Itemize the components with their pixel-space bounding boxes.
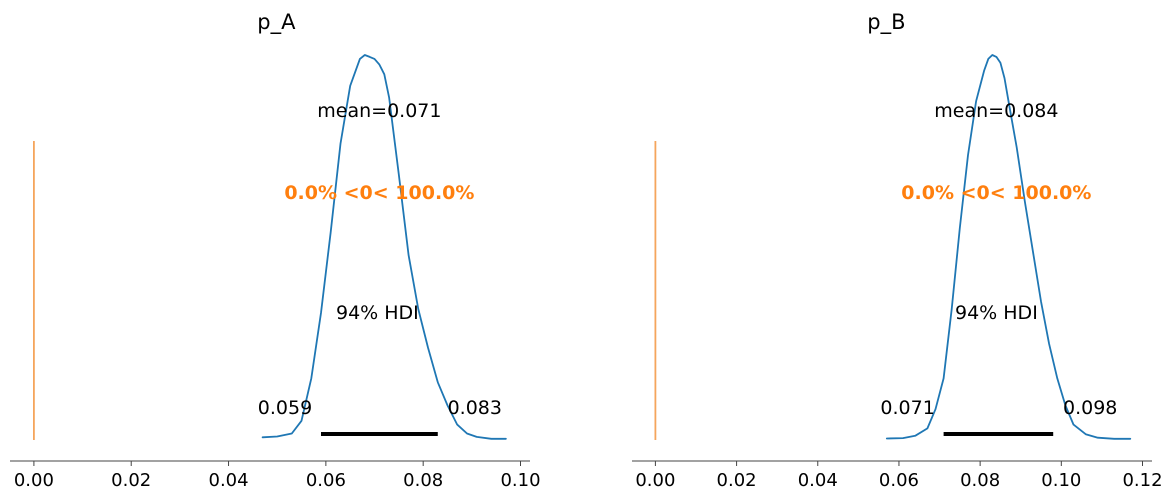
posterior-panel-1: p_A 0.00 0.02 0.04 0.06 0.08 0.10 mean=0.071 0.0… [10,10,541,491]
x-tick-label: 0.00 [14,470,54,491]
density-curve [261,54,507,440]
hdi-high-label: 0.083 [448,397,502,419]
x-tick-label: 0.02 [111,470,151,491]
x-tick-label: 0.06 [306,470,346,491]
x-tick-label: 0.04 [209,470,249,491]
panel-title: p_B [867,10,905,35]
mean-label: mean=0.084 [934,100,1058,122]
x-tick-label: 0.10 [1041,470,1081,491]
x-tick-label: 0.10 [500,470,540,491]
x-tick-label: 0.02 [717,470,757,491]
x-tick-label: 0.00 [635,470,675,491]
posterior-panel-2: p_B 0.00 0.02 0.04 0.06 0.08 0.10 0.12 mean=0.08… [632,10,1163,491]
density-curve [885,54,1132,440]
x-tick-label: 0.04 [798,470,838,491]
hdi-low-label: 0.059 [258,397,312,419]
x-tick-label: 0.08 [403,470,443,491]
hdi-label: 94% HDI [336,302,419,324]
mean-label: mean=0.071 [317,100,441,122]
panel-title: p_A [257,10,296,35]
hdi-low-label: 0.071 [880,397,934,419]
reference-label: 0.0% <0< 100.0% [284,182,474,204]
x-tick-label: 0.06 [879,470,919,491]
x-tick-label: 0.08 [960,470,1000,491]
x-tick-label: 0.12 [1122,470,1162,491]
reference-label: 0.0% <0< 100.0% [901,182,1091,204]
hdi-high-label: 0.098 [1063,397,1117,419]
hdi-label: 94% HDI [955,302,1038,324]
